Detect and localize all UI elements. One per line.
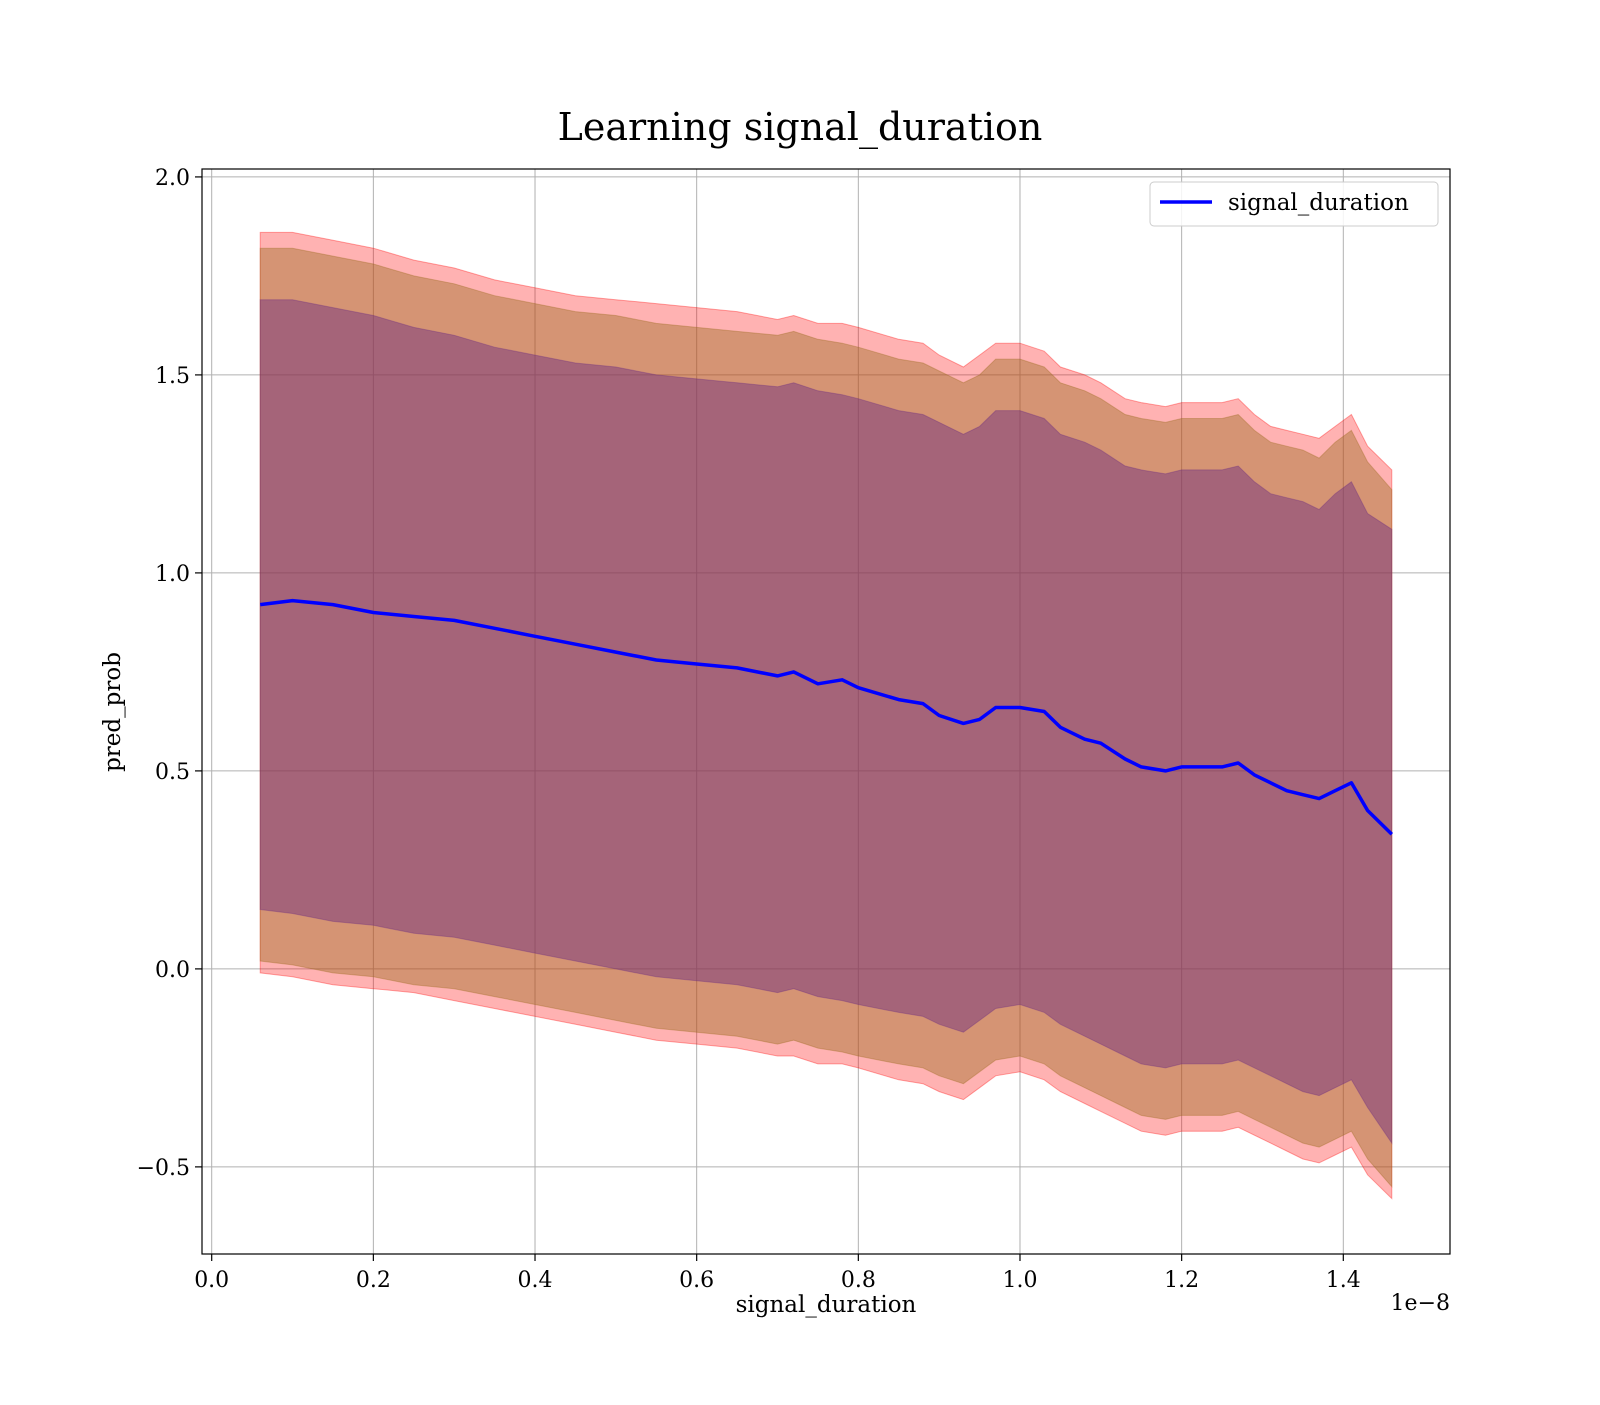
- chart-title: Learning signal_duration: [558, 105, 1043, 150]
- y-tick-label: 1.0: [155, 562, 190, 587]
- x-tick-label: 0.4: [518, 1268, 553, 1293]
- x-tick-label: 0.2: [356, 1268, 391, 1293]
- x-tick-label: 0.6: [679, 1268, 714, 1293]
- band-inner: [259, 299, 1393, 1145]
- y-tick-label: 0.5: [155, 760, 190, 785]
- x-tick-label: 1.2: [1164, 1268, 1199, 1293]
- plot-area-frame: [201, 168, 1451, 1255]
- confidence-bands: [259, 231, 1393, 1200]
- x-tick-label: 0.0: [194, 1268, 229, 1293]
- y-axis-ticks: −0.5 0.0 0.5 1.0 1.5 2.0: [137, 166, 202, 1181]
- x-axis-title: signal_duration: [736, 1292, 917, 1318]
- band-outer: [259, 231, 1393, 1200]
- series-line-signal-duration: [259, 598, 1394, 836]
- y-tick-label: −0.5: [137, 1156, 190, 1181]
- y-tick-label: 0.0: [155, 958, 190, 983]
- legend-box: [1149, 181, 1439, 227]
- x-tick-label: 1.4: [1326, 1268, 1361, 1293]
- grid-lines: [202, 169, 1450, 1254]
- x-tick-label: 0.8: [841, 1268, 876, 1293]
- y-axis-title: pred_prob: [100, 652, 126, 772]
- legend: signal_duration: [1149, 181, 1439, 227]
- x-axis-offset-text: 1e−8: [1391, 1291, 1450, 1316]
- x-axis-ticks: 0.0 0.2 0.4 0.6 0.8 1.0 1.2 1.4: [194, 1254, 1361, 1293]
- legend-label: signal_duration: [1228, 190, 1409, 216]
- series-lines: [259, 598, 1394, 836]
- band-middle: [259, 247, 1393, 1189]
- y-tick-label: 1.5: [155, 364, 190, 389]
- y-tick-label: 2.0: [155, 166, 190, 191]
- x-tick-label: 1.0: [1002, 1268, 1037, 1293]
